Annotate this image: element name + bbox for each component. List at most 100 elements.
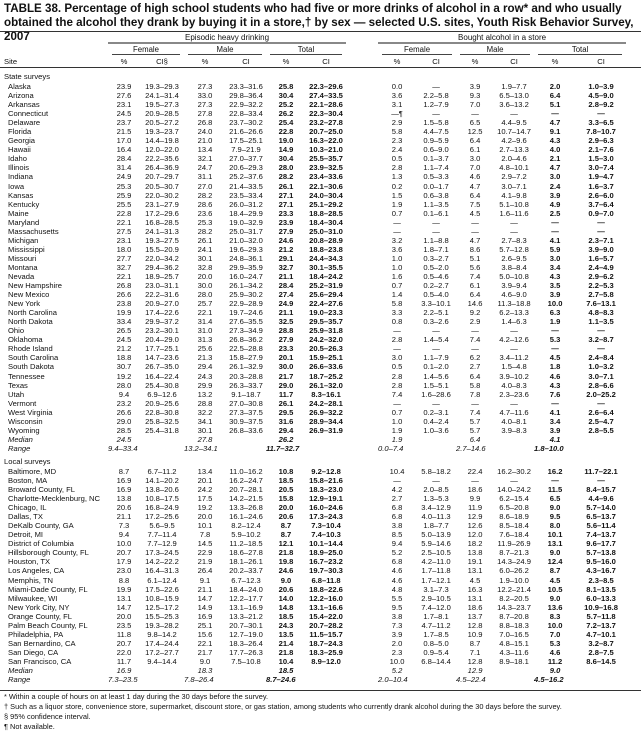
- cell-bought-total-ci: 1.6–5.7: [588, 253, 614, 263]
- cell-male-ci: 20.2–33.7: [229, 566, 263, 576]
- median-label: Median: [8, 665, 33, 675]
- spacer: [346, 426, 378, 435]
- cell-female-pct: 24.9: [116, 172, 132, 182]
- cell-bought-male-pct: 5.6: [469, 262, 481, 272]
- spacer: [626, 127, 641, 136]
- cell-site: Boston, MA: [8, 475, 48, 485]
- cell-total-ci: 7.3–10.4: [311, 521, 341, 531]
- cell-bought-female-ci: 0.5–4.0: [423, 290, 449, 300]
- cell-total-ci: 9.2–12.8: [311, 466, 341, 476]
- cell-male-ci: 26.1–32.9: [229, 362, 263, 372]
- cell-site: Maine: [8, 208, 29, 218]
- table-row: Florida 21.5 19.3–23.7 24.0 21.6–26.6 22.8 20.…: [0, 127, 641, 136]
- cell-bought-female-ci: 4.2–11.0: [421, 557, 451, 567]
- cell-female-pct: 11.8: [116, 629, 132, 639]
- cell-site: Houston, TX: [8, 557, 51, 567]
- cell-male-pct: 23.6: [197, 208, 213, 218]
- cell-male-pct: 24.7: [197, 163, 213, 173]
- cell-bought-total-ci: —: [597, 226, 605, 236]
- cell-female-pct: 23.9: [116, 82, 132, 92]
- spacer: [626, 317, 641, 326]
- cell-bought-female-pct: 10.0: [389, 656, 405, 666]
- cell-male-pct: 32.8: [197, 262, 213, 272]
- cell-bought-male-pct: 11.9: [467, 503, 483, 513]
- cell-site: Philadelphia, PA: [8, 629, 64, 639]
- cell-female-ci: 17.2–29.6: [145, 208, 179, 218]
- cell-bought-total-pct: 6.5: [549, 494, 561, 504]
- cell-bought-female-pct: —: [393, 344, 401, 354]
- cell-male-pct: 24.0: [197, 127, 213, 137]
- spacer: [626, 362, 641, 371]
- table-row: Los Angeles, CA 23.0 16.4–31.3 26.4 20.2–33.…: [0, 566, 641, 575]
- cell-male-ci: 30.9–37.5: [229, 416, 263, 426]
- spacer: [416, 675, 456, 684]
- spacer: [626, 548, 641, 557]
- spacer: [346, 100, 378, 109]
- cell-bought-male-pct: —: [471, 398, 479, 408]
- cell-total-pct: 25.2: [278, 100, 294, 110]
- table-row: San Bernardino, CA 20.7 17.4–24.4 22.1 18.3–…: [0, 639, 641, 648]
- cell-bought-female-pct: 2.8: [391, 371, 403, 381]
- cell-male-ci: 7.9–21.9: [231, 145, 261, 155]
- cell-bought-total-ci: —: [597, 398, 605, 408]
- cell-male-ci: 13.3–26.8: [229, 503, 263, 513]
- cell-bought-male-ci: 2.3–23.6: [499, 389, 529, 399]
- cell-total-pct: 11.7: [278, 389, 294, 399]
- cell-bought-female-pct: 2.3: [391, 647, 403, 657]
- cell-bought-female-ci: 1.1–7.9: [423, 353, 449, 363]
- cell-bought-male-pct: 13.1: [467, 593, 483, 603]
- cell-bought-male-ci: 8.6–18.9: [499, 512, 529, 522]
- table-row: Tennessee 19.2 16.4–22.4 24.3 20.3–28.8 21.7 1…: [0, 372, 641, 381]
- cell-total-ci: 15.9–25.1: [309, 353, 343, 363]
- cell-bought-total-pct: 4.1: [549, 407, 561, 417]
- spacer: [346, 145, 378, 154]
- cell-bought-total-ci: —: [597, 475, 605, 485]
- cell-male-ci: 26.1–34.2: [229, 281, 263, 291]
- table-row: Houston, TX 17.9 14.2–22.2 21.9 18.1–26.1 19.…: [0, 557, 641, 566]
- cell-bought-total-ci: 3.2–8.7: [588, 638, 614, 648]
- cell-site: West Virginia: [8, 407, 53, 417]
- cell-site: Rhode Island: [8, 344, 53, 354]
- subheader-female: Female: [112, 45, 180, 55]
- cell-male-pct: 14.7: [197, 593, 213, 603]
- cell-total-pct: 21.2: [278, 244, 294, 254]
- cell-female-pct: 16.9: [116, 475, 132, 485]
- cell-male-pct: 25.7: [197, 299, 213, 309]
- spacer: [346, 263, 378, 272]
- spacer: [576, 435, 626, 444]
- table-row: Charlotte-Mecklenburg, NC 13.8 10.8–17.5 17…: [0, 494, 641, 503]
- cell-bought-female-pct: 6.8: [391, 557, 403, 567]
- cell-bought-total-ci: 9.6–17.7: [586, 539, 616, 549]
- spacer: [346, 236, 378, 245]
- section-label: State surveys: [4, 72, 51, 81]
- cell-total-ci: 18.9–25.0: [309, 548, 343, 558]
- cell-bought-female-pct: 5.8: [391, 299, 403, 309]
- cell-site: Arkansas: [8, 100, 40, 110]
- cell-male-ci: 11.2–18.5: [229, 539, 263, 549]
- cell-total-pct: 29.0: [278, 380, 294, 390]
- cell-female-ci: 12.0–22.0: [145, 145, 179, 155]
- cell-bought-male-ci: 4.0–8.3: [501, 380, 527, 390]
- cell-male-pct: 13.4: [197, 466, 213, 476]
- spacer: [346, 417, 378, 426]
- cell-bought-male-ci: 11.9–26.9: [497, 539, 531, 549]
- cell-bought-female-pct: 3.0: [391, 353, 403, 363]
- spacer: [346, 566, 378, 575]
- cell-female-ci: 25.4–30.8: [145, 380, 179, 390]
- cell-bought-male-ci: 4.0–8.1: [501, 416, 527, 426]
- spacer: [346, 612, 378, 621]
- cell-male-ci: 27.0–30.8: [229, 398, 263, 408]
- cell-total-ci: 18.7–25.2: [309, 371, 343, 381]
- spacer: [626, 417, 641, 426]
- cell-total-ci: 6.8–11.8: [311, 575, 341, 585]
- cell-site: New York: [8, 299, 41, 309]
- cell-female-ci: 22.0–34.2: [145, 253, 179, 263]
- cell-bought-male-ci: 3.6–13.2: [499, 100, 529, 110]
- cell-female-ci: 20.7–29.7: [145, 172, 179, 182]
- cell-female-ci: 7.7–11.4: [147, 530, 177, 540]
- cell-bought-male-pct: 5.1: [469, 253, 481, 263]
- cell-bought-male-pct: 2.9: [469, 317, 481, 327]
- cell-male-ci: 8.2–12.4: [231, 521, 261, 531]
- cell-bought-total-pct: 10.0: [547, 620, 563, 630]
- cell-bought-total-ci: 1.0–3.9: [588, 82, 614, 92]
